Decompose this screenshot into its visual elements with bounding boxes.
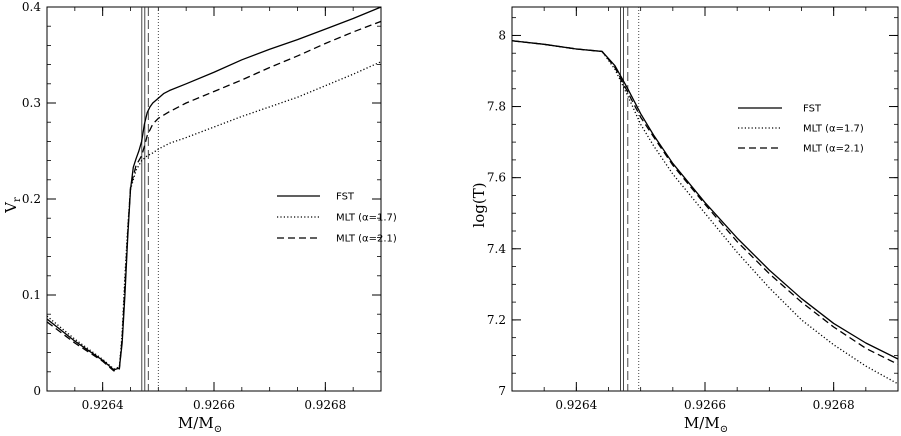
y-axis-label: Vr xyxy=(2,197,23,214)
x-tick-label: 0.9264 xyxy=(82,398,124,412)
series-line-dotted xyxy=(512,40,898,385)
y-axis-label-sub: r xyxy=(12,197,23,202)
y-tick-label: 0.2 xyxy=(22,192,41,206)
series-line-solid xyxy=(47,7,381,371)
y-tick-label: 8 xyxy=(498,28,506,42)
legend-label: MLT (α=2.1) xyxy=(803,144,864,155)
y-tick-label: 7.4 xyxy=(487,242,506,256)
y-axis-label: log(T) xyxy=(470,182,488,227)
y-axis-label-main: V xyxy=(2,201,20,214)
y-tick-label: 0.4 xyxy=(22,0,41,14)
plot-frame xyxy=(46,6,382,392)
x-axis-label: M/M⊙ xyxy=(684,414,728,435)
legend-label: MLT (α=1.7) xyxy=(803,124,864,135)
x-tick-label: 0.9268 xyxy=(813,398,855,412)
x-tick-label: 0.9268 xyxy=(304,398,346,412)
x-tick-label: 0.9266 xyxy=(684,398,726,412)
legend-label: FST xyxy=(803,104,822,115)
legend-label: FST xyxy=(336,192,355,203)
series-line-dashed xyxy=(47,20,381,372)
chart-panel-logt: 0.9264 0.9266 0.9268 7 7.2 7.4 7.6 7.8 8 FST MLT (… xyxy=(470,6,899,435)
y-tick-label: 7.2 xyxy=(487,313,506,327)
y-tick-label: 7 xyxy=(498,384,506,398)
series-line-solid xyxy=(512,40,898,360)
series-group xyxy=(47,7,381,372)
series-line-dashed xyxy=(512,40,898,365)
x-axis-label-sub: ⊙ xyxy=(720,424,728,435)
y-tick-label: 0 xyxy=(33,384,41,398)
x-tick-label: 0.9266 xyxy=(193,398,235,412)
y-axis-label-main: log(T) xyxy=(470,182,488,227)
series-line-dotted xyxy=(47,61,381,370)
legend-label: MLT (α=2.1) xyxy=(336,234,397,245)
y-tick-label: 0.3 xyxy=(22,96,41,110)
plot-frame xyxy=(511,6,899,392)
legend-label: MLT (α=1.7) xyxy=(336,213,397,224)
x-axis-label: M/M⊙ xyxy=(178,414,222,435)
x-axis-label-main: M/M xyxy=(684,414,720,432)
chart-panel-vr: 0.9264 0.9266 0.9268 0 0.1 0.2 0.3 0.4 FST MLT (α… xyxy=(2,0,397,435)
y-tick-label: 7.6 xyxy=(487,171,506,185)
x-axis-label-sub: ⊙ xyxy=(214,424,222,435)
y-tick-label: 0.1 xyxy=(22,288,41,302)
series-group xyxy=(512,40,898,385)
x-axis-label-main: M/M xyxy=(178,414,214,432)
y-tick-label: 7.8 xyxy=(487,100,506,114)
x-tick-label: 0.9264 xyxy=(555,398,597,412)
